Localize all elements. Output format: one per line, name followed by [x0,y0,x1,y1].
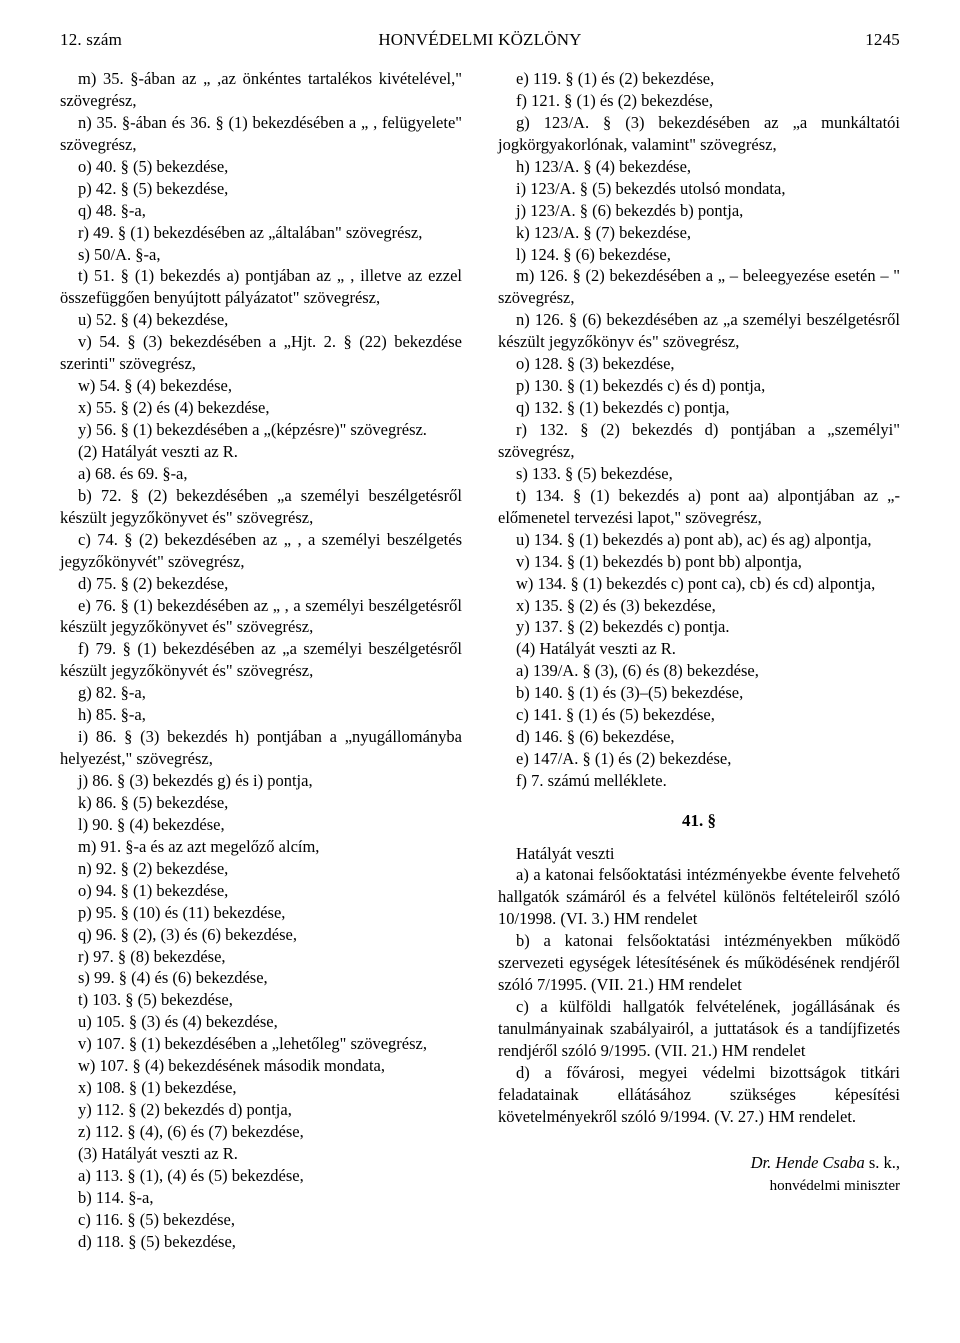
left-line: r) 97. § (8) bekezdése, [60,946,462,968]
header-title: HONVÉDELMI KÖZLÖNY [340,30,620,50]
right-top-line: u) 134. § (1) bekezdés a) pont ab), ac) … [498,529,900,551]
left-line: o) 94. § (1) bekezdése, [60,880,462,902]
left-line: r) 49. § (1) bekezdésében az „általában"… [60,222,462,244]
left-line: m) 35. §-ában az „ ,az önkéntes tartalék… [60,68,462,112]
right-top-line: i) 123/A. § (5) bekezdés utolsó mondata, [498,178,900,200]
right-column: e) 119. § (1) és (2) bekezdése,f) 121. §… [498,68,900,1253]
left-line: t) 103. § (5) bekezdése, [60,989,462,1011]
left-line: k) 86. § (5) bekezdése, [60,792,462,814]
left-line: g) 82. §-a, [60,682,462,704]
right-top-line: j) 123/A. § (6) bekezdés b) pontja, [498,200,900,222]
signature-title: honvédelmi miniszter [770,1178,900,1194]
right-top-line: k) 123/A. § (7) bekezdése, [498,222,900,244]
left-line: d) 118. § (5) bekezdése, [60,1231,462,1253]
right-top-line: p) 130. § (1) bekezdés c) és d) pontja, [498,375,900,397]
right-top-line: f) 7. számú melléklete. [498,770,900,792]
right-top-line: f) 121. § (1) és (2) bekezdése, [498,90,900,112]
header-issue: 12. szám [60,30,340,50]
signature-sk: s. k., [869,1153,900,1172]
left-line: m) 91. §-a és az azt megelőző alcím, [60,836,462,858]
right-top-line: s) 133. § (5) bekezdése, [498,463,900,485]
left-line: x) 55. § (2) és (4) bekezdése, [60,397,462,419]
right-bottom-line: c) a külföldi hallgatók felvételének, jo… [498,996,900,1062]
signature-name: Dr. Hende Csaba [751,1153,865,1172]
right-top-line: t) 134. § (1) bekezdés a) pont aa) alpon… [498,485,900,529]
left-line: a) 113. § (1), (4) és (5) bekezdése, [60,1165,462,1187]
right-top-line: e) 147/A. § (1) és (2) bekezdése, [498,748,900,770]
left-line: u) 105. § (3) és (4) bekezdése, [60,1011,462,1033]
right-top-line: (4) Hatályát veszti az R. [498,638,900,660]
section-number: 41. § [498,810,900,833]
left-line: a) 68. és 69. §-a, [60,463,462,485]
left-line: s) 99. § (4) és (6) bekezdése, [60,967,462,989]
right-top-line: l) 124. § (6) bekezdése, [498,244,900,266]
right-top-line: r) 132. § (2) bekezdés d) pontjában a „s… [498,419,900,463]
right-bottom-line: d) a fővárosi, megyei védelmi bizottságo… [498,1062,900,1128]
left-line: y) 112. § (2) bekezdés d) pontja, [60,1099,462,1121]
left-line: d) 75. § (2) bekezdése, [60,573,462,595]
left-line: s) 50/A. §-a, [60,244,462,266]
left-line: w) 107. § (4) bekezdésének második monda… [60,1055,462,1077]
header-page: 1245 [620,30,900,50]
left-line: v) 54. § (3) bekezdésében a „Hjt. 2. § (… [60,331,462,375]
right-top-line: m) 126. § (2) bekezdésében a „ – beleegy… [498,265,900,309]
right-top-line: o) 128. § (3) bekezdése, [498,353,900,375]
left-line: n) 92. § (2) bekezdése, [60,858,462,880]
right-top-line: g) 123/A. § (3) bekezdésében az „a munká… [498,112,900,156]
left-column: m) 35. §-ában az „ ,az önkéntes tartalék… [60,68,462,1253]
right-top-line: a) 139/A. § (3), (6) és (8) bekezdése, [498,660,900,682]
left-line: w) 54. § (4) bekezdése, [60,375,462,397]
left-line: q) 96. § (2), (3) és (6) bekezdése, [60,924,462,946]
right-top-line: v) 134. § (1) bekezdés b) pont bb) alpon… [498,551,900,573]
left-line: v) 107. § (1) bekezdésében a „lehetőleg"… [60,1033,462,1055]
left-line: b) 114. §-a, [60,1187,462,1209]
right-bottom-line: Hatályát veszti [498,843,900,865]
right-top-line: w) 134. § (1) bekezdés c) pont ca), cb) … [498,573,900,595]
left-line: c) 74. § (2) bekezdésében az „ , a szemé… [60,529,462,573]
page-header: 12. szám HONVÉDELMI KÖZLÖNY 1245 [60,30,900,50]
left-line: y) 56. § (1) bekezdésében a „(képzésre)"… [60,419,462,441]
right-top-line: n) 126. § (6) bekezdésében az „a személy… [498,309,900,353]
left-line: (3) Hatályát veszti az R. [60,1143,462,1165]
right-top-line: y) 137. § (2) bekezdés c) pontja. [498,616,900,638]
left-line: e) 76. § (1) bekezdésében az „ , a szemé… [60,595,462,639]
right-bottom-line: b) a katonai felsőoktatási intézményekbe… [498,930,900,996]
right-top-line: b) 140. § (1) és (3)–(5) bekezdése, [498,682,900,704]
left-line: b) 72. § (2) bekezdésében „a személyi be… [60,485,462,529]
left-line: z) 112. § (4), (6) és (7) bekezdése, [60,1121,462,1143]
left-line: (2) Hatályát veszti az R. [60,441,462,463]
left-line: f) 79. § (1) bekezdésében az „a személyi… [60,638,462,682]
left-line: n) 35. §-ában és 36. § (1) bekezdésében … [60,112,462,156]
right-top-line: c) 141. § (1) és (5) bekezdése, [498,704,900,726]
right-bottom-line: a) a katonai felsőoktatási intézményekbe… [498,864,900,930]
right-top-line: x) 135. § (2) és (3) bekezdése, [498,595,900,617]
left-line: u) 52. § (4) bekezdése, [60,309,462,331]
left-line: q) 48. §-a, [60,200,462,222]
left-line: p) 42. § (5) bekezdése, [60,178,462,200]
left-line: t) 51. § (1) bekezdés a) pontjában az „ … [60,265,462,309]
left-line: o) 40. § (5) bekezdése, [60,156,462,178]
left-line: x) 108. § (1) bekezdése, [60,1077,462,1099]
left-line: p) 95. § (10) és (11) bekezdése, [60,902,462,924]
page: 12. szám HONVÉDELMI KÖZLÖNY 1245 m) 35. … [0,0,960,1343]
right-top-line: d) 146. § (6) bekezdése, [498,726,900,748]
right-top-line: h) 123/A. § (4) bekezdése, [498,156,900,178]
left-line: l) 90. § (4) bekezdése, [60,814,462,836]
left-line: j) 86. § (3) bekezdés g) és i) pontja, [60,770,462,792]
right-top-line: e) 119. § (1) és (2) bekezdése, [498,68,900,90]
right-column-bottom: Hatályát vesztia) a katonai felsőoktatás… [498,843,900,1128]
signature-block: Dr. Hende Csaba s. k., honvédelmi minisz… [498,1152,900,1197]
left-line: i) 86. § (3) bekezdés h) pontjában a „ny… [60,726,462,770]
left-line: h) 85. §-a, [60,704,462,726]
body-columns: m) 35. §-ában az „ ,az önkéntes tartalék… [60,68,900,1253]
right-column-top: e) 119. § (1) és (2) bekezdése,f) 121. §… [498,68,900,792]
right-top-line: q) 132. § (1) bekezdés c) pontja, [498,397,900,419]
left-line: c) 116. § (5) bekezdése, [60,1209,462,1231]
